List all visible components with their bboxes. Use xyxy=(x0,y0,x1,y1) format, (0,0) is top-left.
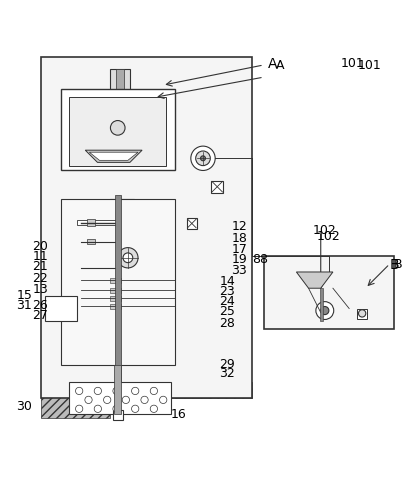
Bar xyxy=(40,98,61,200)
Bar xyxy=(109,70,130,110)
Circle shape xyxy=(110,121,125,136)
Bar xyxy=(174,200,194,366)
Bar xyxy=(110,278,120,283)
Bar xyxy=(271,319,385,327)
Text: 21: 21 xyxy=(32,260,48,273)
Text: 24: 24 xyxy=(219,294,234,307)
Bar xyxy=(87,219,95,227)
Circle shape xyxy=(103,396,111,404)
Text: 18: 18 xyxy=(231,231,247,244)
Bar xyxy=(109,200,134,212)
Bar xyxy=(319,288,322,321)
Bar xyxy=(110,296,120,301)
Text: 29: 29 xyxy=(219,357,234,370)
Text: 23: 23 xyxy=(219,284,234,297)
Bar xyxy=(114,366,121,414)
Circle shape xyxy=(85,396,92,404)
Bar xyxy=(40,382,109,418)
Circle shape xyxy=(123,253,132,263)
Bar xyxy=(77,221,117,226)
Circle shape xyxy=(190,147,215,171)
Text: 13: 13 xyxy=(32,282,48,295)
Bar xyxy=(113,410,122,420)
Text: 15: 15 xyxy=(16,288,32,301)
Bar xyxy=(271,273,296,321)
Text: 16: 16 xyxy=(170,407,186,420)
Bar xyxy=(61,90,174,171)
Text: 25: 25 xyxy=(219,304,234,317)
Circle shape xyxy=(113,387,120,395)
Text: 101: 101 xyxy=(356,60,380,72)
Circle shape xyxy=(94,387,101,395)
Text: 32: 32 xyxy=(219,366,234,379)
Circle shape xyxy=(150,405,157,413)
Text: B: B xyxy=(389,257,399,271)
Bar xyxy=(40,382,251,398)
Text: 20: 20 xyxy=(32,240,48,252)
Circle shape xyxy=(94,405,101,413)
Text: 33: 33 xyxy=(231,264,247,277)
Text: 26: 26 xyxy=(32,299,48,312)
Text: 88: 88 xyxy=(251,253,267,266)
Text: 14: 14 xyxy=(219,274,234,287)
Text: 27: 27 xyxy=(32,309,48,322)
Text: 11: 11 xyxy=(32,250,48,263)
Text: 102: 102 xyxy=(316,229,339,242)
Text: 31: 31 xyxy=(16,299,32,312)
Circle shape xyxy=(113,405,120,413)
Circle shape xyxy=(122,396,129,404)
Circle shape xyxy=(131,405,139,413)
Bar xyxy=(115,70,124,110)
Circle shape xyxy=(195,152,210,166)
Text: 19: 19 xyxy=(231,253,247,266)
Circle shape xyxy=(141,396,148,404)
Bar xyxy=(69,98,166,167)
Bar xyxy=(263,256,393,329)
Circle shape xyxy=(75,387,83,395)
Text: 101: 101 xyxy=(340,57,364,70)
Bar xyxy=(87,239,95,245)
Bar xyxy=(69,382,170,414)
Bar xyxy=(356,309,367,319)
Text: 17: 17 xyxy=(231,243,247,256)
Circle shape xyxy=(117,248,138,268)
Bar xyxy=(115,195,120,382)
Text: A: A xyxy=(275,60,284,72)
Circle shape xyxy=(75,405,83,413)
Circle shape xyxy=(150,387,157,395)
Bar xyxy=(174,366,211,398)
Polygon shape xyxy=(89,153,138,161)
Text: 28: 28 xyxy=(219,317,234,330)
Bar xyxy=(211,181,223,193)
Text: 30: 30 xyxy=(16,400,32,413)
Polygon shape xyxy=(85,151,142,163)
Circle shape xyxy=(131,387,139,395)
Text: B: B xyxy=(393,258,401,271)
Circle shape xyxy=(358,310,365,317)
Text: 12: 12 xyxy=(231,219,247,232)
Bar xyxy=(110,304,120,309)
Bar xyxy=(186,219,196,229)
Circle shape xyxy=(315,302,333,320)
Bar xyxy=(110,288,120,293)
Bar xyxy=(174,98,194,200)
Circle shape xyxy=(200,156,205,161)
Bar xyxy=(40,58,251,398)
Bar xyxy=(45,297,77,321)
Bar xyxy=(40,200,61,366)
Circle shape xyxy=(320,307,328,315)
Polygon shape xyxy=(296,273,332,288)
Text: 102: 102 xyxy=(312,223,335,236)
Bar xyxy=(49,183,211,200)
Text: 22: 22 xyxy=(32,271,48,284)
Text: A: A xyxy=(267,57,277,71)
Circle shape xyxy=(159,396,166,404)
Bar xyxy=(117,207,126,214)
Bar xyxy=(61,200,174,366)
